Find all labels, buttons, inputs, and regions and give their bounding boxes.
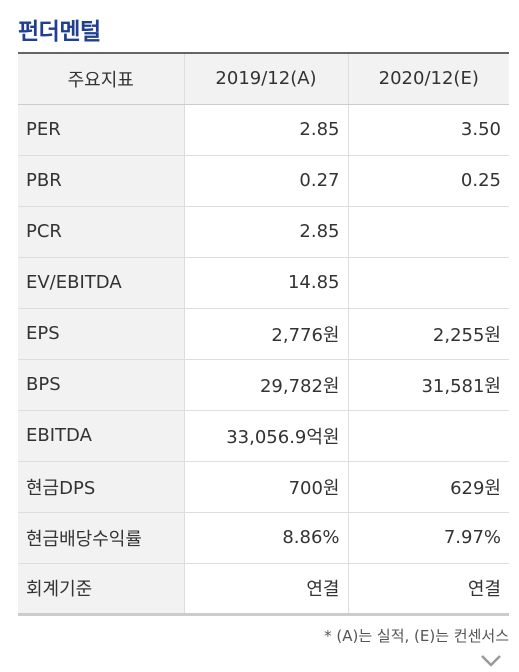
header-2020: 2020/12(E): [347, 53, 509, 105]
fundamentals-table: 주요지표 2019/12(A) 2020/12(E) PER 2.85 3.50…: [18, 52, 509, 616]
table-row: 현금DPS 700원 629원: [18, 461, 509, 513]
value-2020: [347, 206, 509, 258]
row-label: 회계기준: [18, 563, 184, 614]
value-2019: 2,776원: [183, 308, 348, 360]
row-label: PBR: [18, 155, 184, 207]
value-2020: 0.25: [347, 155, 509, 207]
table-row: 현금배당수익률 8.86% 7.97%: [18, 512, 509, 564]
value-2019: 2.85: [183, 104, 348, 156]
header-indicator: 주요지표: [18, 53, 184, 105]
row-label: BPS: [18, 359, 184, 411]
row-label: PCR: [18, 206, 184, 258]
table-row: PBR 0.27 0.25: [18, 155, 509, 207]
row-label: 현금배당수익률: [18, 512, 184, 564]
row-label: EV/EBITDA: [18, 257, 184, 309]
value-2020: 7.97%: [347, 512, 509, 564]
value-2020: 2,255원: [347, 308, 509, 360]
row-label: EBITDA: [18, 410, 184, 462]
value-2020: 3.50: [347, 104, 509, 156]
value-2019: 0.27: [183, 155, 348, 207]
table-row: 회계기준 연결 연결: [18, 563, 509, 614]
row-label: EPS: [18, 308, 184, 360]
table-row: PER 2.85 3.50: [18, 104, 509, 156]
value-2020: 629원: [347, 461, 509, 513]
value-2019: 8.86%: [183, 512, 348, 564]
value-2019: 700원: [183, 461, 348, 513]
header-2019: 2019/12(A): [183, 53, 348, 105]
value-2019: 14.85: [183, 257, 348, 309]
table-header-row: 주요지표 2019/12(A) 2020/12(E): [18, 53, 509, 105]
value-2019: 2.85: [183, 206, 348, 258]
row-label: PER: [18, 104, 184, 156]
value-2019: 33,056.9억원: [183, 410, 348, 462]
table-row: BPS 29,782원 31,581원: [18, 359, 509, 411]
value-2019: 29,782원: [183, 359, 348, 411]
footnote: * (A)는 실적, (E)는 컨센서스: [324, 627, 509, 645]
table-row: EBITDA 33,056.9억원: [18, 410, 509, 462]
row-label: 현금DPS: [18, 461, 184, 513]
table-row: EV/EBITDA 14.85: [18, 257, 509, 309]
value-2020: [347, 257, 509, 309]
table-row: PCR 2.85: [18, 206, 509, 258]
value-2020: 31,581원: [347, 359, 509, 411]
value-2019: 연결: [183, 563, 348, 614]
chevron-down-icon[interactable]: [480, 650, 502, 672]
value-2020: [347, 410, 509, 462]
section-title: 펀더멘털: [18, 19, 101, 45]
value-2020: 연결: [347, 563, 509, 614]
table-row: EPS 2,776원 2,255원: [18, 308, 509, 360]
